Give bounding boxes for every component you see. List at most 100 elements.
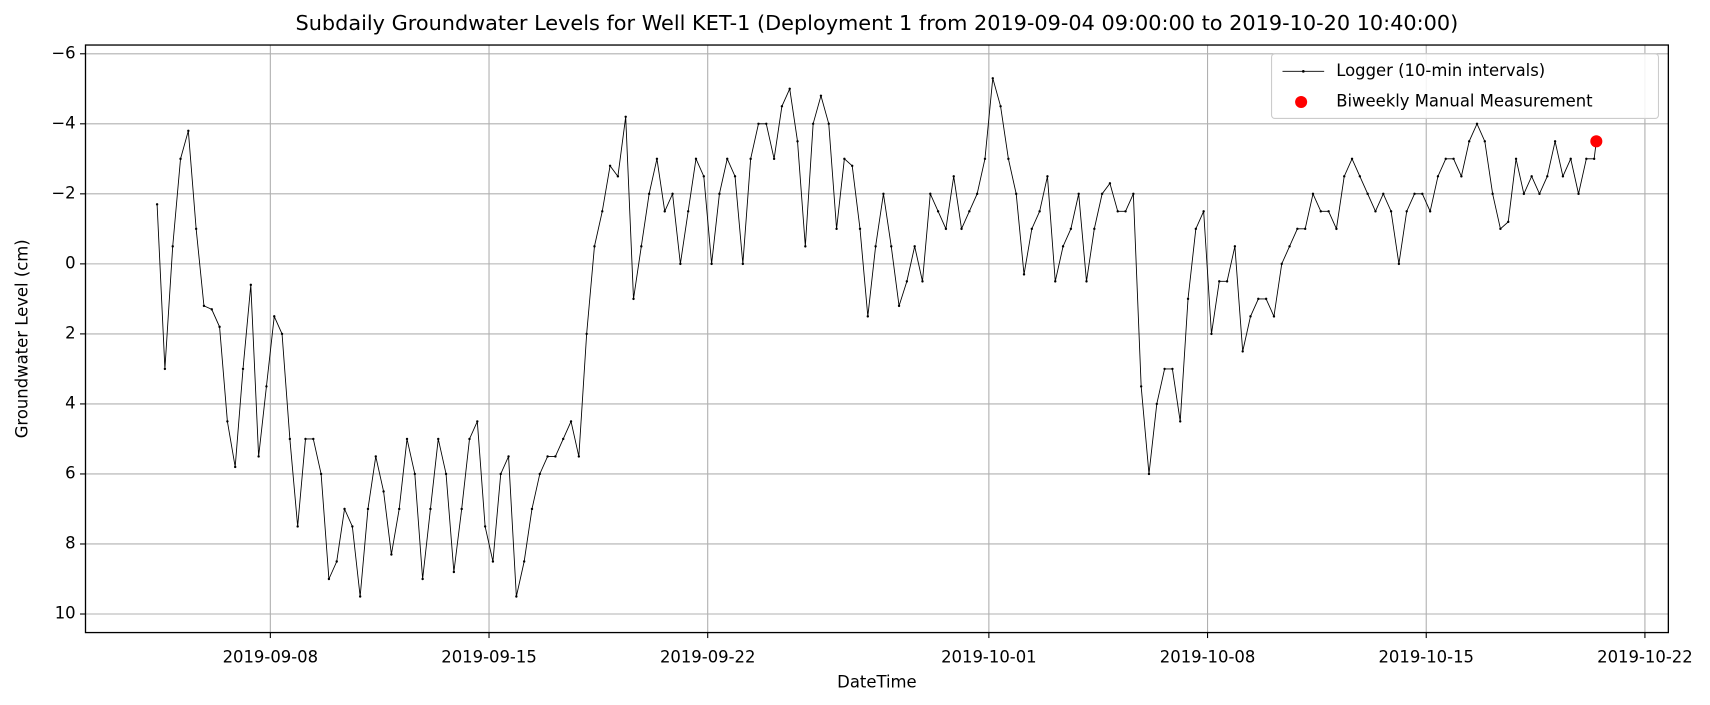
logger-point xyxy=(780,105,784,108)
logger-point xyxy=(1288,245,1291,248)
logger-point xyxy=(585,332,588,336)
logger-point xyxy=(655,157,659,161)
logger-point xyxy=(616,175,620,178)
logger-point xyxy=(1296,227,1299,231)
logger-point xyxy=(1382,192,1385,196)
plot-frame xyxy=(84,44,1670,634)
legend-marker xyxy=(1295,96,1308,109)
logger-point xyxy=(827,122,830,126)
logger-point xyxy=(640,245,643,248)
logger-point xyxy=(1038,210,1041,213)
logger-point xyxy=(437,437,440,441)
logger-point xyxy=(476,420,479,423)
logger-point xyxy=(273,315,276,318)
logger-point xyxy=(452,570,456,574)
logger-point xyxy=(429,507,432,511)
x-tick-label: 2019-09-15 xyxy=(441,647,537,666)
logger-point xyxy=(554,455,557,458)
logger-point xyxy=(546,455,549,458)
logger-point xyxy=(460,507,463,511)
logger-point xyxy=(952,175,955,178)
logger-point xyxy=(1303,227,1307,231)
logger-point xyxy=(351,525,354,528)
logger-point xyxy=(1194,227,1198,231)
logger-point xyxy=(1171,367,1174,371)
logger-point xyxy=(718,192,721,196)
logger-point xyxy=(358,595,362,598)
y-tick-label: −4 xyxy=(51,113,75,132)
logger-point xyxy=(757,122,760,126)
logger-point xyxy=(983,157,987,161)
logger-point xyxy=(944,227,948,231)
logger-point xyxy=(1319,210,1323,213)
logger-point xyxy=(1179,420,1182,423)
logger-point xyxy=(999,105,1002,108)
logger-point xyxy=(155,203,159,206)
logger-point xyxy=(1491,192,1494,196)
y-tick-label: 8 xyxy=(65,533,75,552)
logger-point xyxy=(975,192,979,196)
logger-point xyxy=(1132,192,1135,196)
logger-point xyxy=(1436,175,1440,178)
logger-point xyxy=(772,157,776,161)
logger-point xyxy=(765,122,768,126)
logger-point xyxy=(515,595,518,598)
logger-point xyxy=(1241,350,1244,353)
logger-point xyxy=(749,157,752,161)
logger-point xyxy=(1233,245,1237,248)
logger-point xyxy=(405,437,409,441)
logger-point xyxy=(507,455,510,458)
logger-point xyxy=(319,472,323,476)
logger-point xyxy=(991,77,994,80)
logger-point xyxy=(1327,210,1330,213)
logger-point xyxy=(1218,280,1221,283)
logger-point xyxy=(1405,210,1408,213)
logger-point xyxy=(257,455,260,458)
logger-point xyxy=(936,210,940,213)
logger-point xyxy=(1553,140,1557,143)
logger-point xyxy=(1514,157,1518,161)
logger-point xyxy=(304,437,307,441)
logger-point xyxy=(1507,220,1510,224)
logger-point xyxy=(390,553,393,556)
logger-point xyxy=(1124,210,1127,213)
logger-point xyxy=(179,157,182,161)
logger-point xyxy=(280,332,284,336)
logger-point xyxy=(726,157,729,161)
logger-point xyxy=(1163,367,1166,371)
logger-point xyxy=(468,437,471,441)
logger-point xyxy=(796,140,799,143)
logger-point xyxy=(1538,192,1541,196)
logger-point xyxy=(1467,140,1471,143)
legend-box xyxy=(1270,53,1660,120)
logger-point xyxy=(1569,157,1572,161)
logger-point xyxy=(249,283,253,287)
logger-point xyxy=(1358,175,1362,178)
logger-point xyxy=(1428,210,1432,213)
logger-point xyxy=(499,472,502,476)
logger-point xyxy=(608,164,612,168)
logger-point xyxy=(890,245,893,248)
x-tick-label: 2019-10-01 xyxy=(941,647,1037,666)
y-tick-label: 10 xyxy=(55,604,76,623)
logger-point xyxy=(265,385,268,388)
logger-point xyxy=(1054,280,1057,283)
logger-point xyxy=(1577,192,1580,196)
logger-point xyxy=(1116,210,1119,213)
logger-point xyxy=(1374,210,1377,213)
logger-point xyxy=(741,262,745,266)
logger-point xyxy=(913,245,916,248)
logger-point xyxy=(1499,227,1502,231)
logger-point xyxy=(1272,315,1276,318)
logger-point xyxy=(850,164,854,168)
logger-point xyxy=(397,507,401,511)
logger-point xyxy=(905,280,909,283)
logger-point xyxy=(960,227,963,231)
logger-point xyxy=(733,175,737,178)
logger-point xyxy=(202,304,206,308)
logger-point xyxy=(1561,175,1565,178)
logger-point xyxy=(968,210,971,213)
logger-point xyxy=(1585,157,1588,161)
chart-title: Subdaily Groundwater Levels for Well KET… xyxy=(296,11,1459,35)
logger-point xyxy=(835,227,838,231)
